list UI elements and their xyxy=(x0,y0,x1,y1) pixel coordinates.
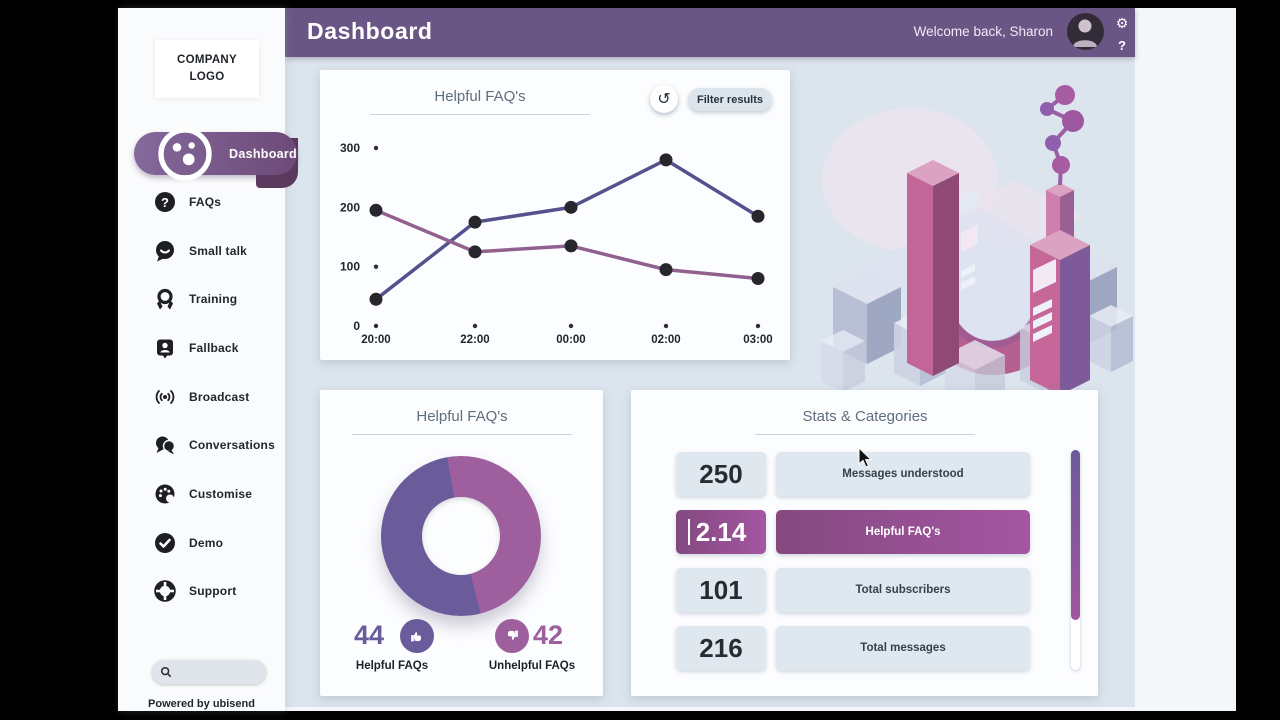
sidebar-item-support[interactable]: Support xyxy=(118,576,285,606)
refresh-icon[interactable]: ↺ xyxy=(650,85,678,113)
sidebar: COMPANY LOGO Dashboard ? FAQs xyxy=(118,8,298,711)
sidebar-search[interactable] xyxy=(152,660,266,684)
svg-text:02:00: 02:00 xyxy=(651,334,680,346)
molecule-icon xyxy=(1040,85,1084,186)
stat-category-button[interactable]: Helpful FAQ's xyxy=(776,510,1030,554)
scrollbar-thumb[interactable] xyxy=(1071,450,1080,620)
search-input[interactable] xyxy=(176,665,260,679)
sidebar-item-broadcast[interactable]: Broadcast xyxy=(118,382,285,412)
stat-category-button[interactable]: Total subscribers xyxy=(776,568,1030,612)
search-icon xyxy=(160,666,172,678)
award-icon xyxy=(157,288,173,310)
svg-text:100: 100 xyxy=(340,260,360,274)
donut-chart-title: Helpful FAQ's xyxy=(352,408,572,435)
stat-row: 250 Messages understood xyxy=(631,452,1098,496)
welcome-text: Welcome back, Sharon xyxy=(913,24,1053,39)
stat-category-button[interactable]: Messages understood xyxy=(776,452,1030,496)
line-chart-title: Helpful FAQ's xyxy=(370,88,590,115)
donut-chart xyxy=(381,456,541,616)
stat-value: 216 xyxy=(676,626,766,670)
sidebar-item-fallback[interactable]: Fallback xyxy=(118,333,285,363)
sidebar-item-dashboard[interactable]: Dashboard xyxy=(134,126,297,181)
stat-row-highlighted: 2.14 Helpful FAQ's xyxy=(631,510,1098,554)
svg-text:22:00: 22:00 xyxy=(460,334,489,346)
stat-value: 2.14 xyxy=(676,510,766,554)
dashboard-icon xyxy=(158,126,212,181)
svg-text:20:00: 20:00 xyxy=(361,334,390,346)
company-logo: COMPANY LOGO xyxy=(155,40,259,98)
svg-text:03:00: 03:00 xyxy=(743,334,772,346)
powered-by-text: Powered by ubisend xyxy=(148,698,255,710)
filter-results-button[interactable]: Filter results xyxy=(688,88,772,111)
avatar[interactable] xyxy=(1067,13,1104,50)
stat-value: 101 xyxy=(676,568,766,612)
scrollbar-track[interactable] xyxy=(1071,450,1080,670)
page-title: Dashboard xyxy=(307,18,433,44)
svg-text:200: 200 xyxy=(340,200,360,214)
thumbs-up-icon xyxy=(400,619,434,653)
stat-category-button[interactable]: Total messages xyxy=(776,626,1030,670)
palette-icon xyxy=(155,484,175,504)
line-chart: 0 100 200 300 20:00 22:00 00:00 02:00 03:00 xyxy=(340,141,773,346)
line-chart-card: Helpful FAQ's ↺ Filter results 0 100 200 30… xyxy=(320,70,790,360)
broadcast-waves-icon xyxy=(155,390,175,404)
svg-text:0: 0 xyxy=(353,319,360,333)
unhelpful-count: 42 xyxy=(533,620,564,650)
sidebar-item-demo[interactable]: Demo xyxy=(118,528,285,558)
stats-card: Stats & Categories 250 Messages understo… xyxy=(631,390,1098,696)
svg-text:300: 300 xyxy=(340,141,360,155)
conversations-icon xyxy=(156,436,176,455)
settings-gear-icon[interactable]: ⚙ xyxy=(1115,16,1129,32)
unhelpful-label: Unhelpful FAQs xyxy=(488,660,576,672)
stat-value: 250 xyxy=(676,452,766,496)
stats-title: Stats & Categories xyxy=(755,408,975,435)
app-window: Dashboard Welcome back, Sharon ⚙ ? COMPA… xyxy=(118,8,1236,711)
speech-bubble-icon xyxy=(156,241,174,262)
donut-hole xyxy=(422,497,500,575)
check-circle-icon xyxy=(155,533,175,553)
stat-row: 101 Total subscribers xyxy=(631,568,1098,612)
svg-text:00:00: 00:00 xyxy=(556,334,585,346)
text-cursor xyxy=(688,519,690,545)
mouse-cursor xyxy=(858,448,873,468)
sidebar-item-faqs[interactable]: ? FAQs xyxy=(118,187,285,217)
lifebuoy-icon xyxy=(154,580,176,602)
helpful-count: 44 xyxy=(354,620,385,650)
avatar-image xyxy=(1073,19,1097,47)
question-icon: ? xyxy=(155,192,175,212)
thumbs-down-icon xyxy=(495,619,529,653)
helpful-label: Helpful FAQs xyxy=(355,660,429,672)
stat-row: 216 Total messages xyxy=(631,626,1098,670)
svg-text:?: ? xyxy=(161,195,169,210)
header-bar: Dashboard Welcome back, Sharon ⚙ ? xyxy=(285,8,1135,57)
city-illustration xyxy=(821,85,1133,395)
contact-card-icon xyxy=(157,339,173,359)
sidebar-item-conversations[interactable]: Conversations xyxy=(118,430,285,460)
sidebar-item-small-talk[interactable]: Small talk xyxy=(118,236,285,266)
help-icon[interactable]: ? xyxy=(1118,38,1126,53)
sidebar-item-customise[interactable]: Customise xyxy=(118,479,285,509)
sidebar-item-training[interactable]: Training xyxy=(118,284,285,314)
donut-chart-card: Helpful FAQ's 44 Helpful FAQs 42 Unhelpf… xyxy=(320,390,603,696)
